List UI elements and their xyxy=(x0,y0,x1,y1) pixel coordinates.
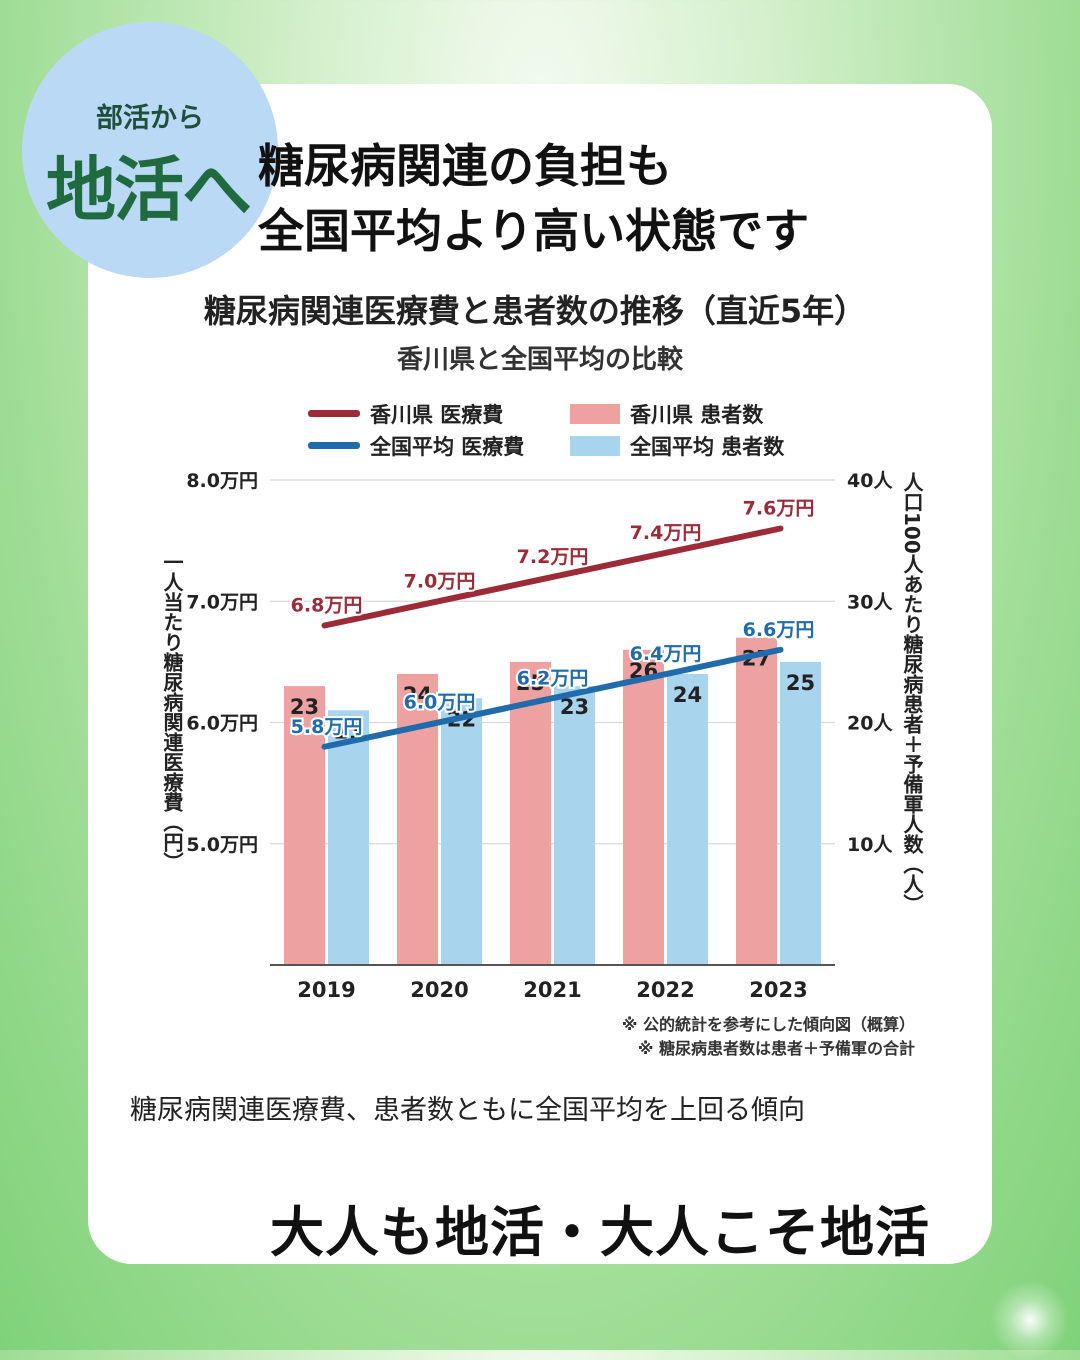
bar-value-label: 25 xyxy=(786,671,815,695)
line-value-label: 6.6万円 xyxy=(743,619,815,641)
bar-value-label: 23 xyxy=(560,695,589,719)
legend-label-national-patients: 全国平均 患者数 xyxy=(629,435,785,459)
badge-title: 地活へ xyxy=(46,149,252,231)
y-left-tick-label: 8.0万円 xyxy=(186,470,258,492)
bar-national-patients xyxy=(780,661,821,965)
line-value-label: 5.8万円 xyxy=(291,716,363,738)
bar-value-label: 25 xyxy=(516,671,545,695)
legend-swatch-national-patients xyxy=(570,436,620,456)
badge-subtitle: 部活から xyxy=(96,103,204,134)
badge-circle: 部活から 地活へ xyxy=(22,22,278,278)
legend-swatch-kagawa-patients xyxy=(570,404,620,424)
bar-value-label: 24 xyxy=(403,683,432,707)
chart-subtitle: 香川県と全国平均の比較 xyxy=(397,344,684,375)
line-value-label: 7.0万円 xyxy=(404,570,476,592)
bar-national-patients xyxy=(328,710,369,965)
y-left-tick-label: 5.0万円 xyxy=(186,834,258,856)
y-right-tick-label: 40人 xyxy=(847,470,893,492)
line-value-label: 6.2万円 xyxy=(517,667,589,689)
headline-line-2: 全国平均より高い状態です xyxy=(258,204,810,258)
headline-line-1: 糖尿病関連の負担も xyxy=(258,139,672,193)
chart: 糖尿病関連医療費と患者数の推移（直近5年） 香川県と全国平均の比較 香川県 医療… xyxy=(160,292,924,1058)
x-tick-label: 2022 xyxy=(636,978,694,1002)
bar-kagawa-patients xyxy=(736,637,777,965)
line-value-label: 7.4万円 xyxy=(630,522,702,544)
legend-label-national-cost: 全国平均 医療費 xyxy=(369,435,524,459)
axes: 5.0万円 6.0万円 7.0万円 8.0万円 10人 20人 30人 40人 2019 2020… xyxy=(186,470,893,1002)
legend-swatch-kagawa-cost xyxy=(308,410,360,417)
chart-caption: 糖尿病関連医療費、患者数ともに全国平均を上回る傾向 xyxy=(130,1095,805,1126)
y-right-tick-label: 20人 xyxy=(847,713,893,735)
bars: 23242526272122232425 xyxy=(284,637,821,965)
line-value-label: 7.6万円 xyxy=(743,498,815,520)
y-left-tick-label: 6.0万円 xyxy=(186,713,258,735)
line-value-label: 6.0万円 xyxy=(404,692,476,714)
x-tick-label: 2019 xyxy=(297,978,355,1002)
legend: 香川県 医療費 全国平均 医療費 香川県 患者数 全国平均 患者数 xyxy=(308,403,785,459)
note-2: ※ 糖尿病患者数は患者＋予備軍の合計 xyxy=(638,1039,915,1058)
y-right-tick-label: 10人 xyxy=(847,834,893,856)
bar-national-patients xyxy=(441,698,482,965)
line-value-label: 6.8万円 xyxy=(291,595,363,617)
bar-national-patients xyxy=(667,674,708,965)
line-national-cost xyxy=(321,646,784,750)
chart-title: 糖尿病関連医療費と患者数の推移（直近5年） xyxy=(204,292,866,330)
line-value-label: 7.2万円 xyxy=(517,546,589,568)
bar-value-label: 24 xyxy=(673,683,702,707)
legend-label-kagawa-patients: 香川県 患者数 xyxy=(630,403,764,427)
bar-kagawa-patients xyxy=(623,649,664,965)
x-tick-label: 2023 xyxy=(749,978,807,1002)
slogan: 大人も地活・大人こそ地活 xyxy=(270,1201,930,1264)
bar-kagawa-patients xyxy=(284,686,325,965)
legend-swatch-national-cost xyxy=(308,442,360,449)
lines: 6.8万円 7.0万円 7.2万円 7.4万円 7.6万円 5.8万円 6.0万円 6.2万円… xyxy=(289,496,816,750)
note-1: ※ 公的統計を参考にした傾向図（概算） xyxy=(622,1015,915,1034)
x-tick-label: 2021 xyxy=(523,978,581,1002)
line-kagawa-cost xyxy=(321,525,784,629)
y-right-tick-label: 30人 xyxy=(847,591,893,613)
bar-kagawa-patients xyxy=(397,674,438,965)
y-left-axis-label: 一人当たり糖尿病関連医療費（円） xyxy=(160,552,184,872)
x-tick-label: 2020 xyxy=(410,978,468,1002)
y-right-axis-label: 人口100人あたり糖尿病患者＋予備軍人数（人） xyxy=(900,472,924,914)
bar-value-label: 23 xyxy=(290,695,319,719)
y-left-tick-label: 7.0万円 xyxy=(186,591,258,613)
light-flare xyxy=(990,1280,1070,1360)
legend-label-kagawa-cost: 香川県 医療費 xyxy=(370,403,503,427)
bar-kagawa-patients xyxy=(510,661,551,965)
bar-national-patients xyxy=(554,686,595,965)
line-value-label: 6.4万円 xyxy=(630,643,702,665)
